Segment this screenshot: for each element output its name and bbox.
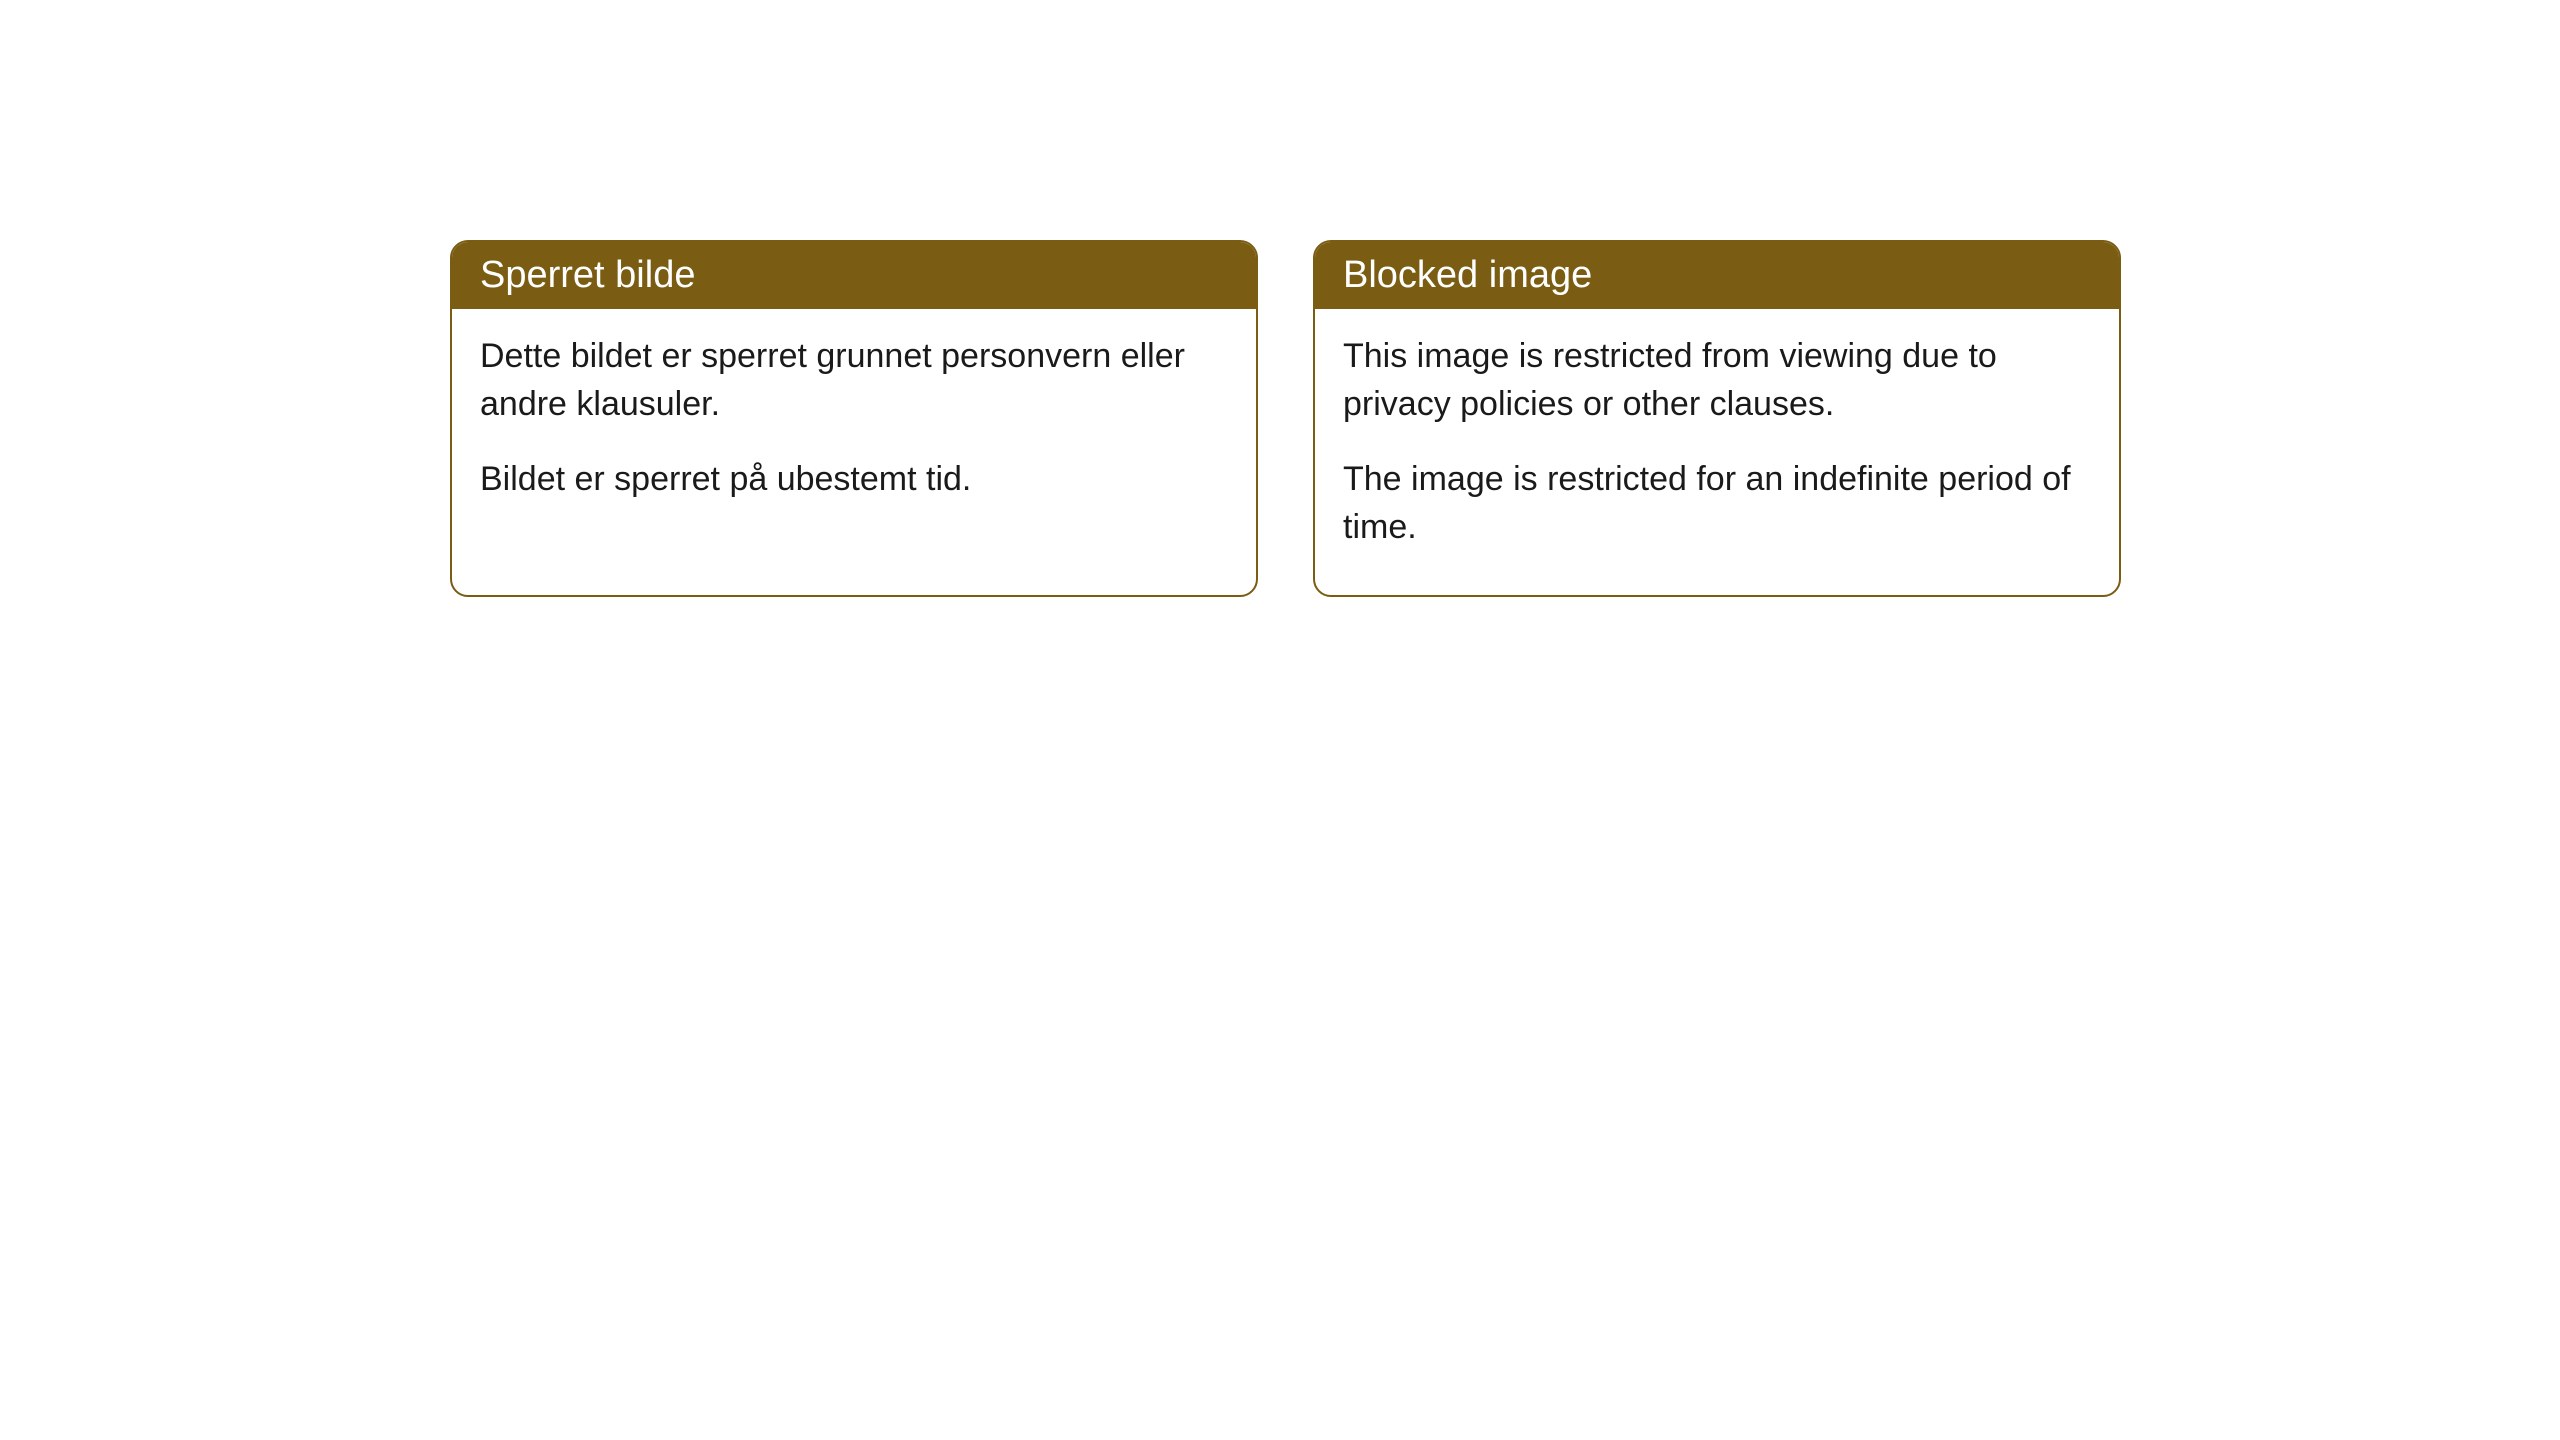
card-header-norwegian: Sperret bilde: [452, 242, 1256, 309]
card-title: Blocked image: [1343, 254, 1592, 296]
card-paragraph: This image is restricted from viewing du…: [1343, 333, 2091, 428]
card-paragraph: The image is restricted for an indefinit…: [1343, 456, 2091, 551]
notice-card-english: Blocked image This image is restricted f…: [1313, 240, 2121, 597]
notice-cards-container: Sperret bilde Dette bildet er sperret gr…: [450, 240, 2121, 597]
card-body-english: This image is restricted from viewing du…: [1315, 309, 2119, 595]
card-header-english: Blocked image: [1315, 242, 2119, 309]
card-paragraph: Bildet er sperret på ubestemt tid.: [480, 456, 1228, 504]
card-title: Sperret bilde: [480, 254, 695, 296]
notice-card-norwegian: Sperret bilde Dette bildet er sperret gr…: [450, 240, 1258, 597]
card-body-norwegian: Dette bildet er sperret grunnet personve…: [452, 309, 1256, 548]
card-paragraph: Dette bildet er sperret grunnet personve…: [480, 333, 1228, 428]
